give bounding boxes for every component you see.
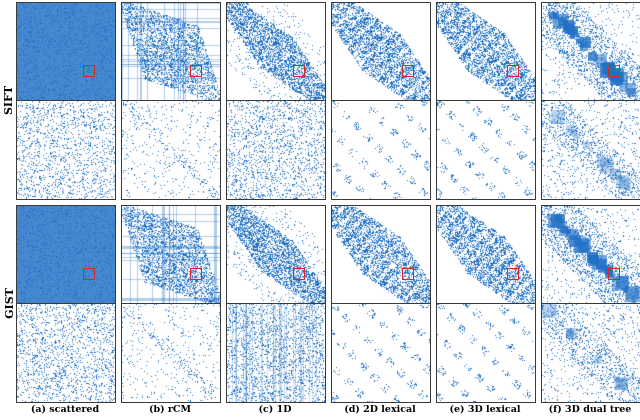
gist-matrix-2d-lexical bbox=[331, 205, 431, 305]
matrix-texture bbox=[227, 101, 325, 199]
sift-matrix-scattered bbox=[16, 2, 116, 102]
matrix-texture bbox=[437, 101, 535, 199]
matrix-texture bbox=[17, 101, 115, 199]
caption-3d-dual-tree: (f) 3D dual tree bbox=[548, 404, 632, 415]
matrix-texture bbox=[332, 101, 430, 199]
gist-zoom-2d-lexical bbox=[331, 303, 431, 403]
matrix-texture bbox=[542, 304, 640, 402]
matrix-texture bbox=[437, 304, 535, 402]
gist-matrix-3d-dual-tree bbox=[541, 205, 640, 305]
matrix-texture bbox=[542, 206, 640, 304]
sift-matrix-3d-dual-tree bbox=[541, 2, 640, 102]
matrix-texture bbox=[437, 206, 535, 304]
sift-matrix-1d bbox=[226, 2, 326, 102]
matrix-texture bbox=[227, 304, 325, 402]
caption-2d-lexical: (d) 2D lexical bbox=[344, 404, 416, 415]
sift-matrix-2d-lexical bbox=[331, 2, 431, 102]
caption-1d: (c) 1D bbox=[258, 404, 292, 415]
gist-matrix-3d-lexical bbox=[436, 205, 536, 305]
matrix-texture bbox=[17, 3, 115, 101]
sift-zoom-scattered bbox=[16, 100, 116, 200]
matrix-texture bbox=[437, 3, 535, 101]
matrix-texture bbox=[122, 304, 220, 402]
sift-matrix-3d-lexical bbox=[436, 2, 536, 102]
caption-rcm: (b) rCM bbox=[148, 404, 192, 415]
gist-zoom-1d bbox=[226, 303, 326, 403]
matrix-texture bbox=[227, 3, 325, 101]
row-label-sift: SIFT bbox=[2, 85, 16, 115]
caption-3d-lexical: (e) 3D lexical bbox=[449, 404, 521, 415]
sift-zoom-3d-dual-tree bbox=[541, 100, 640, 200]
gist-matrix-rcm bbox=[121, 205, 221, 305]
gist-matrix-1d bbox=[226, 205, 326, 305]
sift-matrix-rcm bbox=[121, 2, 221, 102]
matrix-texture bbox=[332, 304, 430, 402]
gist-zoom-3d-lexical bbox=[436, 303, 536, 403]
gist-zoom-rcm bbox=[121, 303, 221, 403]
matrix-texture bbox=[122, 101, 220, 199]
caption-scattered: (a) scattered bbox=[30, 404, 100, 415]
matrix-texture bbox=[332, 3, 430, 101]
gist-matrix-scattered bbox=[16, 205, 116, 305]
sift-zoom-1d bbox=[226, 100, 326, 200]
gist-zoom-3d-dual-tree bbox=[541, 303, 640, 403]
matrix-texture bbox=[542, 3, 640, 101]
sift-zoom-3d-lexical bbox=[436, 100, 536, 200]
matrix-texture bbox=[122, 206, 220, 304]
matrix-texture bbox=[122, 3, 220, 101]
matrix-texture bbox=[542, 101, 640, 199]
matrix-texture bbox=[227, 206, 325, 304]
matrix-texture bbox=[17, 304, 115, 402]
gist-zoom-scattered bbox=[16, 303, 116, 403]
sift-zoom-rcm bbox=[121, 100, 221, 200]
row-label-gist: GIST bbox=[2, 287, 16, 319]
sift-zoom-2d-lexical bbox=[331, 100, 431, 200]
matrix-texture bbox=[17, 206, 115, 304]
matrix-texture bbox=[332, 206, 430, 304]
